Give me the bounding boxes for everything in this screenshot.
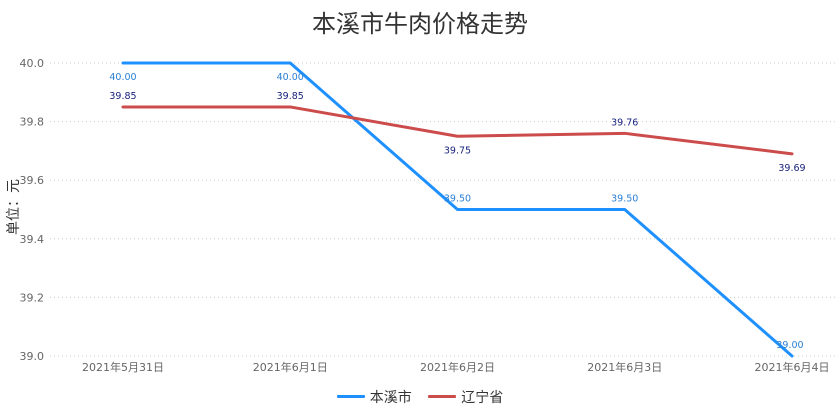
grid-lines bbox=[50, 62, 838, 357]
data-label: 39.50 bbox=[611, 194, 638, 205]
x-tick-label: 2021年5月31日 bbox=[82, 360, 164, 374]
y-tick-label: 39.4 bbox=[20, 233, 45, 246]
x-tick-label: 2021年6月2日 bbox=[420, 360, 495, 374]
data-label: 39.85 bbox=[109, 91, 136, 102]
x-tick-label: 2021年6月3日 bbox=[587, 360, 662, 374]
legend-item-liaoning[interactable]: 辽宁省 bbox=[428, 387, 503, 407]
data-label: 39.00 bbox=[776, 340, 803, 351]
y-tick-label: 40.0 bbox=[20, 57, 45, 70]
y-tick-label: 39.6 bbox=[20, 174, 45, 187]
x-tick-label: 2021年6月4日 bbox=[755, 360, 830, 374]
data-label: 39.75 bbox=[444, 145, 471, 156]
data-label: 39.85 bbox=[277, 91, 304, 102]
data-label: 39.50 bbox=[444, 194, 471, 205]
y-axis-ticks: 39.0 39.2 39.4 39.6 39.8 40.0 bbox=[20, 57, 45, 363]
legend-label-benxi: 本溪市 bbox=[369, 389, 412, 406]
legend-swatch-liaoning bbox=[428, 395, 457, 398]
data-label: 40.00 bbox=[277, 72, 304, 83]
series-lines bbox=[121, 61, 794, 358]
legend-item-benxi[interactable]: 本溪市 bbox=[336, 387, 412, 407]
data-label: 39.76 bbox=[611, 117, 638, 128]
series-line-liaoning bbox=[121, 105, 794, 156]
chart-title: 本溪市牛肉价格走势 bbox=[312, 10, 528, 38]
data-label: 39.69 bbox=[778, 163, 805, 174]
y-tick-label: 39.2 bbox=[20, 291, 45, 304]
legend: 本溪市 辽宁省 bbox=[0, 386, 840, 407]
x-tick-label: 2021年6月1日 bbox=[253, 360, 328, 374]
series-line-benxi bbox=[121, 61, 794, 358]
data-labels: 40.00 40.00 39.50 39.50 39.00 39.85 39.85 39.75… bbox=[109, 72, 805, 351]
y-tick-label: 39.8 bbox=[20, 116, 45, 129]
legend-swatch-benxi bbox=[336, 395, 365, 398]
data-label: 40.00 bbox=[109, 72, 136, 83]
x-axis-ticks: 2021年5月31日 2021年6月1日 2021年6月2日 2021年6月3日 202… bbox=[82, 360, 830, 374]
legend-label-liaoning: 辽宁省 bbox=[461, 389, 504, 406]
y-tick-label: 39.0 bbox=[20, 350, 45, 363]
